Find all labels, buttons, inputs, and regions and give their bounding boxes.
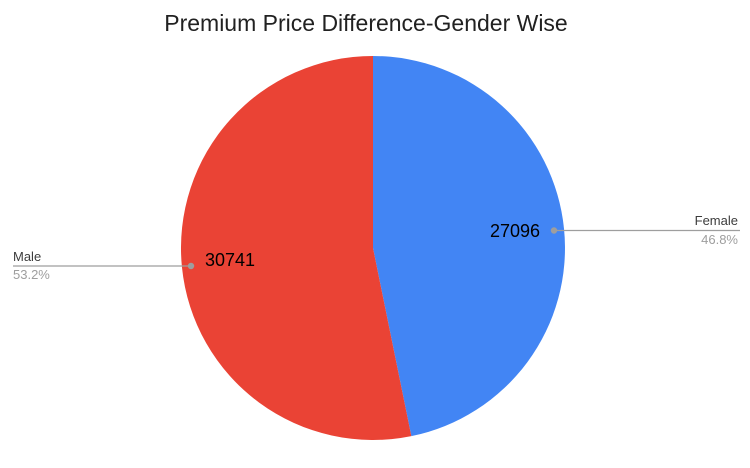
female-percent-label: 46.8% <box>701 232 738 247</box>
male-leader-dot <box>187 262 195 270</box>
pie-slices <box>180 56 565 440</box>
male-category-label: Male <box>13 249 42 264</box>
pie-slice-female[interactable] <box>373 56 565 437</box>
female-category-label: Female <box>694 213 738 228</box>
pie-slice-male[interactable] <box>180 56 412 440</box>
chart-title: Premium Price Difference-Gender Wise <box>164 10 568 36</box>
female-leader-dot <box>550 227 558 234</box>
male-value-label: 30741 <box>205 250 256 270</box>
male-percent-label: 53.2% <box>13 267 50 282</box>
female-value-label: 27096 <box>490 221 541 241</box>
